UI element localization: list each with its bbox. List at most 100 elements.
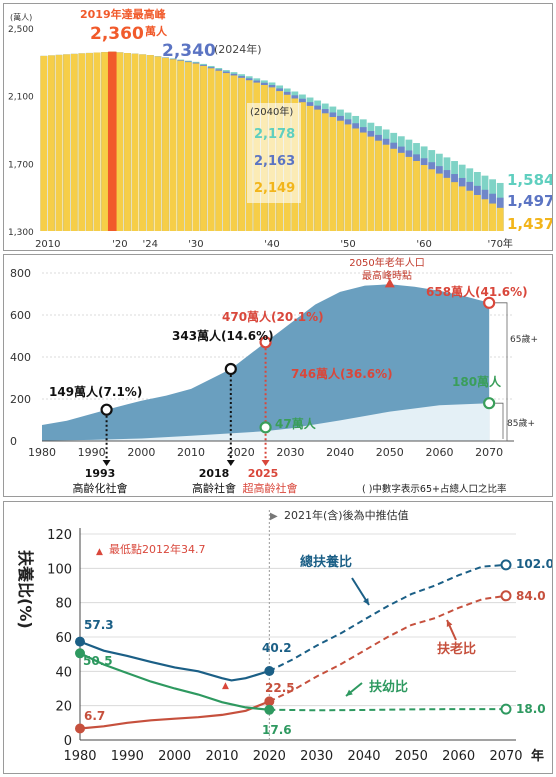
- series-2020-point-1: [264, 696, 275, 707]
- x-tick-label: 2060: [442, 749, 475, 764]
- projection-arrow-icon: ▶: [270, 511, 278, 522]
- arrow-2025-head: [261, 460, 270, 466]
- y-tick-label: 20: [55, 700, 72, 715]
- series-start-point-2: [75, 648, 85, 659]
- bar-low-2057: [397, 152, 405, 231]
- milestone-2018-year: 2018: [199, 467, 230, 480]
- y-tick-label: 600: [10, 309, 31, 322]
- bar-low-2052: [359, 132, 367, 231]
- x-tick-label: 1990: [111, 749, 144, 764]
- x-tick-label: 2050: [395, 749, 428, 764]
- label-2070-medium: 1,497: [507, 192, 553, 210]
- bar-low-2022: [131, 53, 139, 231]
- bar-low-2035: [230, 75, 238, 231]
- bar-low-2049: [337, 120, 344, 231]
- y-tick-label: 120: [47, 528, 72, 543]
- milestone-1993-year: 1993: [85, 467, 116, 480]
- x-tick-label: 2000: [127, 446, 155, 459]
- x-tick-label: 1980: [28, 446, 56, 459]
- bar-low-2062: [435, 173, 443, 231]
- x-tick-label: 2010: [177, 446, 205, 459]
- bar-low-2027: [169, 59, 177, 231]
- bar-low-2026: [162, 57, 169, 232]
- population-bar-chart: 2,500 2,100 1,700 1,300 2010 '20 '24 '30 '40 '50…: [8, 7, 553, 250]
- y-tick-label: 200: [10, 393, 31, 406]
- bar-low-2058: [405, 156, 413, 231]
- point-2018: [224, 362, 237, 376]
- series-line-projected-2: [269, 708, 506, 712]
- series-label-elderly: 扶老比: [437, 641, 476, 657]
- x-tick-label: '30: [188, 239, 203, 250]
- x-tick-label: 1980: [63, 749, 96, 764]
- bar-low-2029: [184, 62, 192, 231]
- point-85-2070: [483, 397, 496, 410]
- arrow-2018-head: [226, 460, 235, 466]
- bar-low-2012: [55, 54, 63, 232]
- bar-low-2011: [48, 55, 55, 231]
- label-1993: 149萬人(7.1%): [49, 384, 142, 399]
- total-start-label: 57.3: [84, 618, 114, 632]
- label-2070-low: 1,437: [507, 215, 553, 233]
- label-2040-year: (2040年): [250, 105, 293, 118]
- point-2025: [259, 336, 272, 349]
- elderly-end-label: 84.0: [516, 589, 546, 603]
- y-tick-label: 0: [10, 435, 17, 448]
- bar-low-2051: [352, 128, 360, 231]
- current-value: 2,340: [162, 41, 216, 61]
- label-2050: 746萬人(36.6%): [291, 366, 393, 381]
- bar-low-2065: [458, 186, 466, 231]
- series-end-point-2: [500, 703, 512, 715]
- side-label-85: 85歲+: [507, 417, 535, 429]
- bar-low-2014: [70, 53, 78, 231]
- min-point-icon: ▲: [222, 681, 229, 691]
- bar-low-2046: [314, 109, 322, 231]
- series-label-youth: 扶幼比: [369, 679, 408, 695]
- y-tick-label: 60: [55, 631, 72, 646]
- youth-end-label: 18.0: [516, 702, 546, 716]
- bar-low-2070: [496, 207, 504, 231]
- x-tick-label: 2020: [253, 749, 286, 764]
- peak-title-line1: 2050年老年人口: [349, 256, 424, 269]
- label-2018: 343萬人(14.6%): [172, 328, 274, 343]
- x-tick-label: '24: [143, 239, 158, 250]
- milestone-2018-caption: 高齡社會: [192, 481, 236, 495]
- x-tick-label: 2060: [425, 446, 453, 459]
- bar-low-2061: [428, 169, 436, 231]
- x-tick-label: 2070: [489, 749, 522, 764]
- y-tick-label: 40: [55, 665, 72, 680]
- y-tick-label: 80: [55, 597, 72, 612]
- x-tick-label: 2070: [475, 446, 503, 459]
- projection-2040-box: [247, 103, 301, 203]
- bar-low-2023: [139, 54, 147, 231]
- bar-low-2045: [306, 105, 314, 231]
- x-unit: 年: [531, 748, 544, 764]
- series-line-actual-2: [79, 652, 270, 711]
- bar-low-2030: [192, 63, 200, 232]
- series-2020-point-0: [264, 665, 275, 676]
- x-tick-label: 2040: [347, 749, 380, 764]
- x-tick-label: 2010: [205, 749, 238, 764]
- milestone-2025-caption: 超高齡社會: [243, 481, 298, 495]
- bar-low-2048: [329, 117, 337, 231]
- min-marker-icon: ▲: [96, 547, 103, 557]
- total-end-label: 102.0: [516, 557, 553, 571]
- bar-low-2013: [63, 54, 71, 231]
- point-1993: [100, 403, 113, 416]
- bar-low-2053: [367, 136, 375, 231]
- milestone-1993-caption: 高齡化社會: [73, 481, 128, 495]
- bar-low-2010: [40, 55, 48, 231]
- series-2020-point-2: [264, 704, 275, 715]
- point-2070: [483, 296, 496, 309]
- bar-low-2068: [481, 199, 489, 231]
- label-85-2070: 180萬人: [452, 374, 502, 389]
- elderly-area-chart: 0 200 400 600 800 1980 1990 2000 2010 2020 2030 20…: [10, 256, 538, 495]
- youth-2020-label: 17.6: [262, 723, 292, 737]
- bar-low-2055: [382, 144, 390, 231]
- elderly-start-label: 6.7: [84, 709, 105, 723]
- total-2020-label: 40.2: [262, 641, 292, 655]
- unit-label: (萬人): [10, 12, 32, 22]
- label-2070: 658萬人(41.6%): [426, 284, 528, 299]
- bar-low-2047: [321, 113, 329, 231]
- x-tick-label: 2030: [300, 749, 333, 764]
